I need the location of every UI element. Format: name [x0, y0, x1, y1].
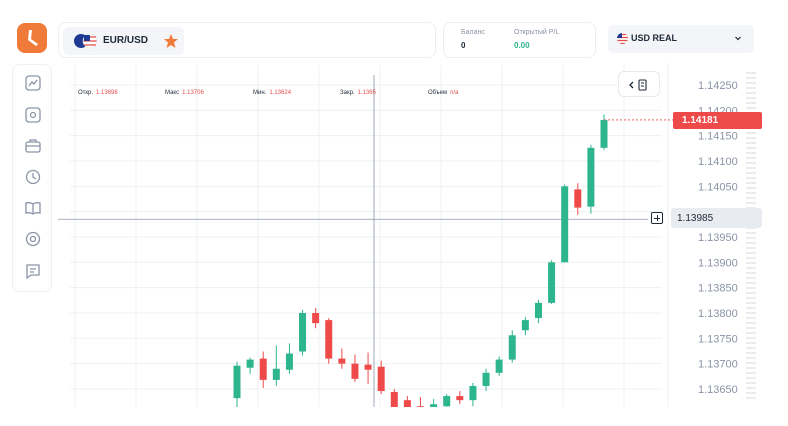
price-axis-tick: 1.14050 [698, 181, 738, 193]
ohlc-volume-label: Объем [428, 90, 448, 96]
price-axis-tick: 1.13650 [698, 384, 738, 396]
price-axis-tick: 1.13750 [698, 333, 738, 345]
ohlc-high: Макс 1.13706 [165, 90, 204, 96]
asset-card: EUR/USD [58, 22, 436, 58]
ohlc-volume: Объем n/a [428, 90, 458, 96]
sidebar [12, 64, 52, 292]
eur-usd-flags-icon [74, 33, 98, 49]
price-axis-tick: 1.14100 [698, 156, 738, 168]
chart-settings-icon[interactable] [23, 105, 43, 125]
chart-icon[interactable] [23, 73, 43, 93]
chevron-left-icon [629, 79, 647, 91]
ohlc-high-label: Макс [165, 90, 180, 96]
account-summary: Баланс 0 Открытый P/L 0.00 [443, 22, 596, 58]
asset-label: EUR/USD [103, 35, 149, 46]
candle-body [364, 364, 372, 370]
candle-body [430, 404, 438, 407]
ohlc-open-label: Откр. [78, 90, 94, 96]
candle-body [285, 353, 293, 370]
ohlc-close-value: 1.1365 [357, 90, 376, 96]
candle-body [561, 186, 569, 263]
candle-body [233, 365, 241, 399]
ohlc-open-value: 1.13698 [96, 90, 118, 96]
candle-body [456, 396, 464, 401]
chevron-down-icon [735, 36, 741, 41]
price-axis-tick: 1.13700 [698, 359, 738, 371]
price-axis-tick: 1.13850 [698, 283, 738, 295]
candle-body [325, 320, 333, 359]
account-dropdown[interactable]: USD REAL [608, 25, 754, 53]
us-flag-icon [617, 33, 628, 44]
star-icon[interactable] [163, 33, 179, 49]
briefcase-icon[interactable] [23, 136, 43, 156]
account-label: USD REAL [631, 33, 678, 43]
candle-body [403, 400, 411, 407]
book-icon[interactable] [23, 198, 43, 218]
candle-body [351, 363, 359, 379]
price-axis-tick: 1.13800 [698, 308, 738, 320]
add-alert-button[interactable] [651, 212, 663, 224]
balance-value: 0 [461, 41, 466, 50]
price-axis-tick: 1.14150 [698, 131, 738, 143]
ohlc-low: Мин. 1.13624 [253, 90, 291, 96]
candle-body [508, 335, 516, 360]
pnl-value: 0.00 [514, 41, 530, 50]
settings-icon[interactable] [23, 229, 43, 249]
chat-icon[interactable] [23, 261, 43, 281]
candle-body [246, 359, 254, 368]
candle-body [482, 372, 490, 386]
candle-body [469, 385, 477, 401]
ohlc-open: Откр. 1.13698 [78, 90, 118, 96]
panel-toggle-button[interactable] [618, 71, 660, 97]
candle-body [587, 147, 595, 207]
candle-body [600, 119, 608, 148]
ohlc-high-value: 1.13706 [182, 90, 204, 96]
pnl-label: Открытый P/L [514, 29, 560, 36]
app-logo[interactable] [17, 23, 47, 53]
candle-body [259, 358, 267, 380]
price-axis-tick: 1.14250 [698, 80, 738, 92]
app-logo-icon [28, 30, 38, 46]
current-price-label: 1.14181 [682, 115, 719, 126]
candle-body [299, 313, 307, 352]
candle-body [338, 358, 346, 364]
price-axis-tick: 1.13950 [698, 232, 738, 244]
current-price-tag: 1.14181 [673, 112, 762, 129]
candle-body [521, 320, 529, 331]
crosshair-price-label: 1.13985 [677, 213, 714, 224]
candle-body [390, 392, 398, 407]
ohlc-low-label: Мин. [253, 90, 267, 96]
balance-label: Баланс [461, 29, 485, 36]
candle-body [574, 189, 582, 208]
candle-body [312, 313, 320, 324]
chart-area[interactable]: 1.142501.142001.141501.141001.140501.139… [58, 63, 762, 407]
ohlc-low-value: 1.13624 [269, 90, 292, 96]
candle-body [417, 406, 424, 407]
price-chart[interactable]: 1.142501.142001.141501.141001.140501.139… [58, 63, 762, 407]
candle-body [377, 366, 385, 392]
price-axis-tick: 1.13900 [698, 257, 738, 269]
clock-icon[interactable] [23, 167, 43, 187]
asset-selector[interactable]: EUR/USD [63, 27, 184, 55]
ohlc-volume-value: n/a [450, 90, 459, 96]
ohlc-close-label: Закр. [340, 90, 355, 96]
candle-body [534, 302, 542, 319]
crosshair-price-tag: 1.13985 [671, 208, 762, 228]
candle-body [272, 368, 280, 380]
ohlc-close: Закр. 1.1365 [340, 90, 376, 96]
candle-body [495, 359, 503, 373]
candle-body [443, 396, 451, 407]
candle-body [548, 262, 556, 303]
